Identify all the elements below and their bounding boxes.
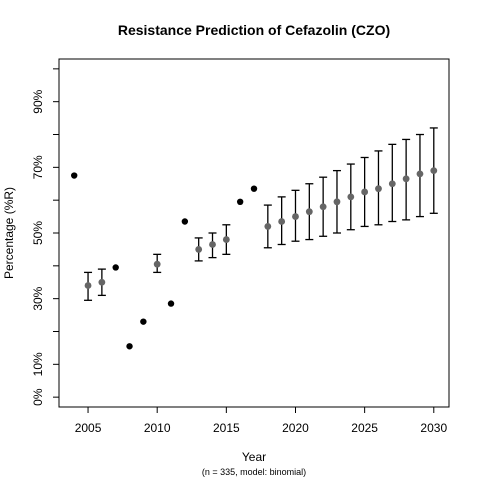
error-bars: [84, 127, 438, 301]
y-tick-label: 90%: [31, 89, 45, 113]
x-tick-label: 2005: [75, 421, 102, 435]
observed-point: [126, 343, 133, 350]
y-tick-label: 50%: [31, 221, 45, 245]
predicted-point: [361, 188, 369, 196]
y-tick-label: 30%: [31, 286, 45, 310]
observed-point: [167, 300, 175, 307]
predicted-point: [375, 185, 382, 193]
predicted-point: [278, 218, 286, 225]
y-axis-label: Percentage (%R): [2, 187, 16, 279]
predicted-point: [98, 278, 106, 286]
predicted-point: [319, 203, 327, 211]
observed-point: [236, 198, 244, 206]
observed-point: [71, 172, 78, 179]
predicted-point: [153, 260, 161, 268]
predicted-point: [195, 246, 203, 253]
observed-point: [250, 185, 258, 192]
x-axis-label: Year: [242, 450, 266, 464]
plot-frame: [58, 58, 450, 408]
predicted-point: [333, 198, 341, 206]
predicted-point: [402, 175, 410, 183]
predicted-point: [430, 167, 438, 175]
predicted-point: [222, 236, 230, 243]
x-tick-label: 2030: [420, 421, 447, 435]
x-tick-label: 2025: [351, 421, 378, 435]
predicted-point: [305, 208, 313, 216]
y-tick-label: 0%: [31, 388, 45, 406]
predicted-point: [292, 213, 299, 220]
predicted-point: [84, 282, 92, 289]
predicted-point: [209, 241, 216, 248]
data-points: [71, 167, 438, 350]
y-tick-label: 10%: [31, 352, 45, 376]
chart-title: Resistance Prediction of Cefazolin (CZO): [118, 22, 390, 38]
observed-point: [112, 264, 119, 271]
predicted-point: [264, 223, 272, 230]
predicted-point: [416, 170, 424, 178]
y-tick-label: 70%: [31, 155, 45, 179]
predicted-point: [347, 193, 355, 201]
observed-point: [181, 218, 189, 225]
chart-subtitle: (n = 335, model: binomial): [202, 467, 306, 477]
predicted-point: [388, 180, 396, 188]
observed-point: [140, 318, 147, 325]
x-tick-label: 2015: [213, 421, 240, 435]
x-tick-label: 2010: [144, 421, 171, 435]
x-axis: 2005 2010 2015 2020 2025 2030: [75, 407, 447, 435]
y-axis: 0% 10% 30% 50% 70% 90%: [31, 68, 59, 406]
x-tick-label: 2020: [282, 421, 309, 435]
